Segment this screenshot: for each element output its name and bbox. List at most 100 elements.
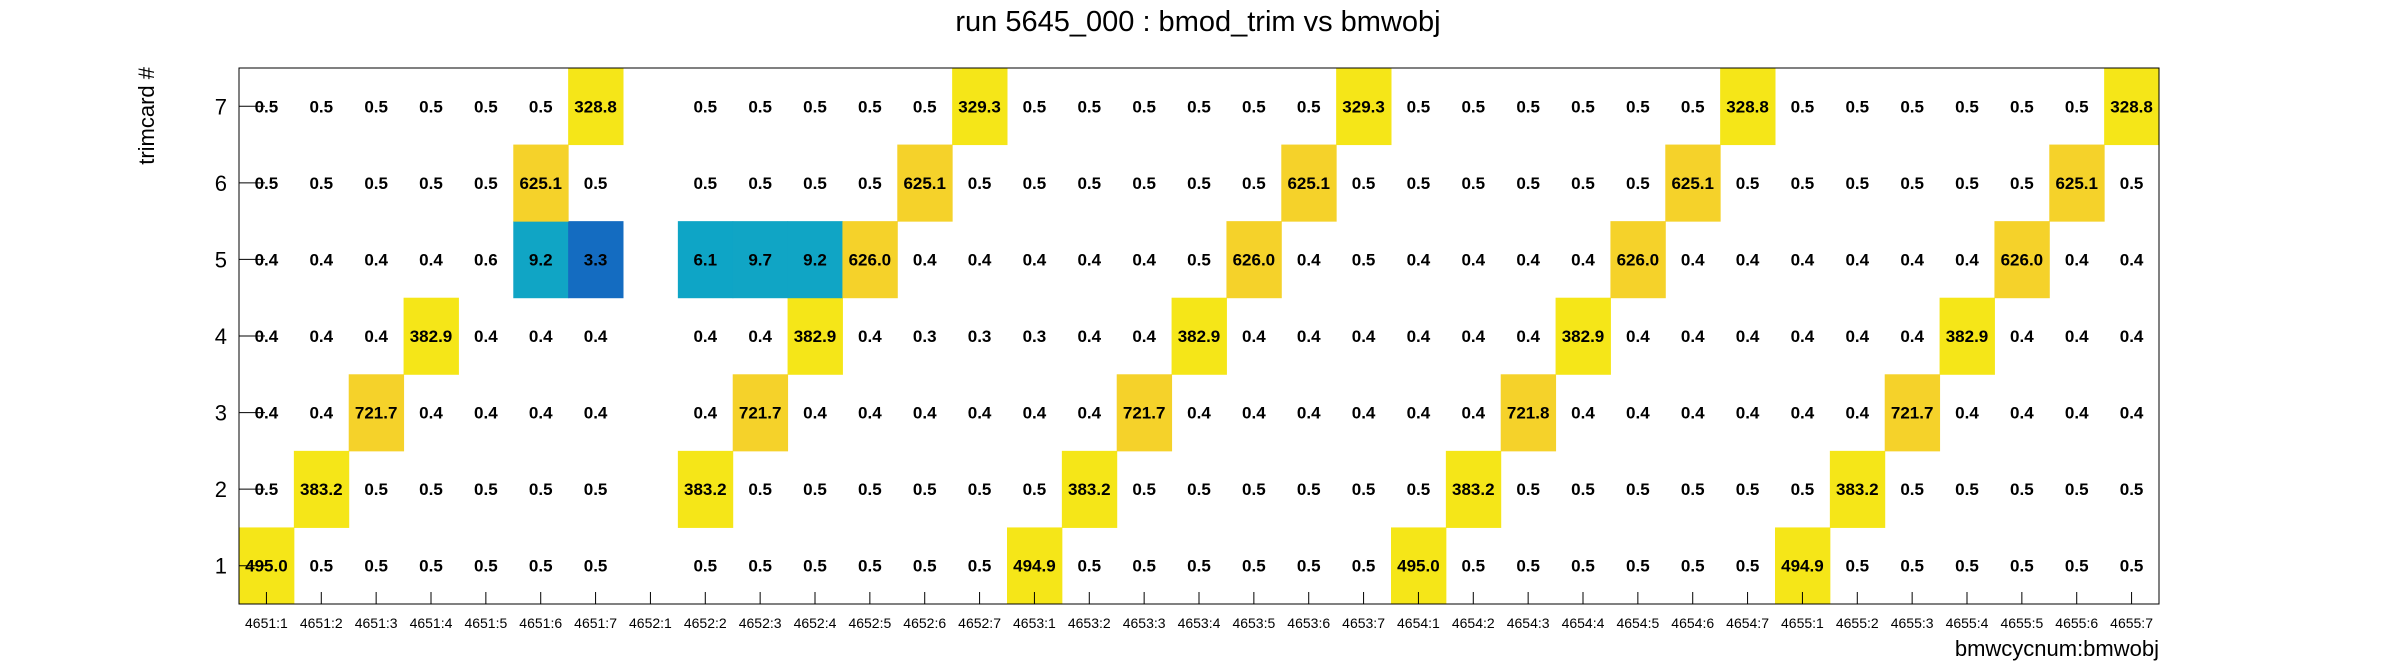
cell-value-label: 0.6: [474, 250, 498, 269]
cell-value-label: 0.4: [1900, 250, 1924, 269]
cell-value-label: 0.5: [1900, 97, 1924, 116]
cell-value-label: 0.4: [803, 404, 827, 423]
heatmap-cell: [732, 221, 789, 299]
cell-value-label: 0.4: [1516, 327, 1540, 346]
cell-value-label: 0.4: [2120, 404, 2144, 423]
cell-value-label: 0.5: [1132, 557, 1156, 576]
cell-value-label: 0.5: [1571, 97, 1595, 116]
cell-value-label: 0.5: [309, 557, 333, 576]
cell-value-label: 0.5: [1736, 557, 1760, 576]
cell-value-label: 0.5: [968, 480, 992, 499]
cell-value-label: 0.5: [1736, 174, 1760, 193]
cell-value-label: 0.5: [1297, 480, 1321, 499]
cell-value-label: 0.5: [2120, 557, 2144, 576]
x-tick-label: 4654:2: [1452, 615, 1495, 631]
cell-value-label: 0.3: [913, 327, 937, 346]
cell-value-label: 626.0: [1617, 250, 1660, 269]
cell-value-label: 0.5: [1626, 97, 1650, 116]
cell-value-label: 0.5: [1681, 557, 1705, 576]
cell-value-label: 0.5: [1187, 174, 1211, 193]
cell-value-label: 721.8: [1507, 404, 1550, 423]
cell-value-label: 0.4: [364, 250, 388, 269]
y-tick-label: 4: [215, 324, 227, 349]
x-tick-label: 4655:5: [2000, 615, 2043, 631]
x-tick-label: 4654:7: [1726, 615, 1769, 631]
cell-value-label: 0.5: [364, 174, 388, 193]
cell-value-label: 0.4: [1407, 250, 1431, 269]
heatmap-cells: [239, 68, 2160, 605]
cell-value-label: 0.5: [1132, 174, 1156, 193]
cell-value-label: 0.5: [968, 557, 992, 576]
cell-value-label: 0.5: [474, 174, 498, 193]
cell-value-label: 0.4: [1352, 327, 1376, 346]
cell-value-label: 0.5: [584, 557, 608, 576]
cell-value-label: 0.5: [1955, 557, 1979, 576]
cell-value-label: 0.5: [419, 480, 443, 499]
cell-value-label: 0.5: [1736, 480, 1760, 499]
cell-value-label: 0.4: [1077, 404, 1101, 423]
cell-value-label: 0.4: [1242, 404, 1266, 423]
cell-value-label: 0.5: [529, 557, 553, 576]
cell-value-label: 625.1: [519, 174, 562, 193]
cell-value-label: 0.5: [693, 97, 717, 116]
cell-value-label: 0.5: [364, 480, 388, 499]
cell-value-label: 626.0: [2001, 250, 2044, 269]
cell-value-label: 0.4: [584, 404, 608, 423]
cell-value-label: 0.4: [1187, 404, 1211, 423]
cell-value-label: 0.4: [1461, 327, 1485, 346]
cell-value-label: 721.7: [355, 404, 398, 423]
cell-value-label: 0.4: [1132, 327, 1156, 346]
cell-value-label: 0.5: [584, 480, 608, 499]
heatmap-cell: [2049, 144, 2105, 222]
cell-value-label: 0.5: [2010, 174, 2034, 193]
heatmap-cell: [513, 221, 569, 299]
cell-value-label: 0.5: [1187, 97, 1211, 116]
cell-value-label: 0.4: [1736, 250, 1760, 269]
x-tick-label: 4652:7: [958, 615, 1001, 631]
cell-value-label: 0.5: [309, 97, 333, 116]
cell-value-label: 0.5: [748, 480, 772, 499]
cell-value-label: 329.3: [1342, 97, 1385, 116]
cell-value-label: 0.5: [1516, 480, 1540, 499]
cell-value-label: 0.4: [1955, 250, 1979, 269]
cell-value-label: 0.5: [1516, 174, 1540, 193]
heatmap-cell: [1007, 527, 1063, 605]
cell-value-label: 383.2: [300, 480, 343, 499]
cell-value-label: 0.5: [1461, 557, 1485, 576]
x-tick-label: 4652:6: [903, 615, 946, 631]
cell-value-label: 721.7: [1891, 404, 1934, 423]
cell-value-label: 0.5: [2010, 480, 2034, 499]
heatmap-cell: [1939, 297, 1995, 375]
cell-value-label: 0.5: [364, 97, 388, 116]
cell-value-label: 0.4: [1132, 250, 1156, 269]
cell-value-label: 0.5: [803, 557, 827, 576]
cell-value-label: 0.5: [419, 174, 443, 193]
x-axis: 4651:1 4651:2 4651:3 4651:4 4651:5 4651:6 4651…: [245, 592, 2153, 631]
y-tick-label: 7: [215, 94, 227, 119]
heatmap-cell: [1281, 144, 1337, 222]
x-tick-label: 4651:7: [574, 615, 617, 631]
y-tick-label: 3: [215, 401, 227, 426]
cell-value-label: 328.8: [2110, 97, 2153, 116]
cell-value-label: 0.5: [1023, 174, 1047, 193]
y-tick-label: 6: [215, 171, 227, 196]
heatmap-cell-labels: 495.0 0.5 0.5 0.5 0.5 0.5 0.5 0.5 0.5 0.5 0.5 0.5 0.…: [245, 97, 2153, 575]
cell-value-label: 0.4: [255, 327, 279, 346]
y-tick-label: 5: [215, 247, 227, 272]
x-axis-title: bmwcycnum:bmwobj: [1955, 636, 2159, 661]
cell-value-label: 0.4: [1297, 404, 1321, 423]
heatmap-cell: [732, 374, 789, 452]
cell-value-label: 0.5: [913, 557, 937, 576]
cell-value-label: 626.0: [1233, 250, 1276, 269]
cell-value-label: 0.4: [913, 250, 937, 269]
x-tick-label: 4655:2: [1836, 615, 1879, 631]
cell-value-label: 0.5: [1297, 557, 1321, 576]
cell-value-label: 6.1: [693, 250, 717, 269]
cell-value-label: 0.5: [1626, 480, 1650, 499]
cell-value-label: 0.5: [913, 480, 937, 499]
cell-value-label: 0.4: [1023, 404, 1047, 423]
heatmap-cell: [1226, 221, 1282, 299]
cell-value-label: 0.4: [1352, 404, 1376, 423]
cell-value-label: 0.5: [1297, 97, 1321, 116]
x-tick-label: 4652:1: [629, 615, 672, 631]
